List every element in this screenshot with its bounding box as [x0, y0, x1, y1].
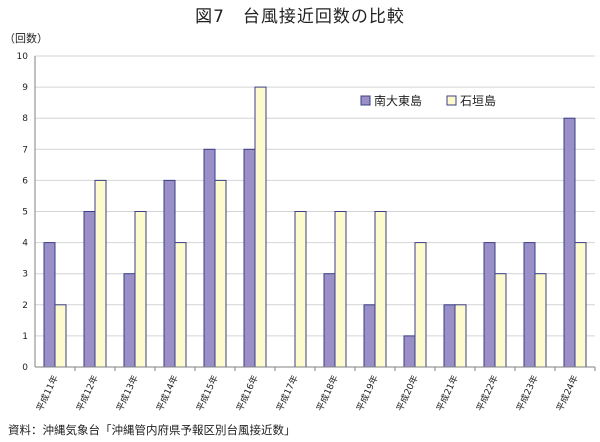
source-note: 資料：沖縄気象台「沖縄管内府県予報区別台風接近数」	[8, 423, 296, 437]
y-tick-label: 2	[22, 301, 28, 311]
bar-ishigaki	[334, 211, 347, 368]
legend: 南大東島 石垣島	[360, 93, 496, 108]
bar-minamidaito	[323, 273, 336, 368]
x-category-label: 平成12年	[74, 373, 101, 413]
bar-minamidaito	[243, 148, 256, 368]
x-category-label: 平成24年	[554, 373, 581, 413]
y-tick-label: 8	[22, 114, 28, 124]
bar-minamidaito	[163, 179, 176, 368]
bar-minamidaito	[403, 335, 416, 368]
x-category-label: 平成21年	[434, 373, 461, 413]
legend-label: 南大東島	[374, 93, 422, 108]
bar-minamidaito	[563, 117, 576, 368]
grid-lines	[35, 55, 595, 337]
bar-ishigaki	[174, 242, 187, 368]
x-category-label: 平成23年	[514, 373, 541, 413]
bar-ishigaki	[454, 304, 467, 368]
x-category-label: 平成19年	[354, 373, 381, 413]
y-tick-label: 6	[22, 176, 28, 186]
bar-minamidaito	[43, 242, 56, 368]
x-category-label: 平成20年	[394, 373, 421, 413]
y-axis-unit-label: （回数）	[4, 32, 48, 45]
y-tick-label: 7	[22, 145, 28, 155]
bar-ishigaki	[574, 242, 587, 368]
y-tick-label: 9	[22, 83, 28, 93]
bar-ishigaki	[534, 273, 547, 368]
bar-ishigaki	[374, 211, 387, 368]
x-category-label: 平成13年	[114, 373, 141, 413]
y-tick-label: 4	[22, 239, 28, 249]
bar-minamidaito	[443, 304, 456, 368]
x-category-label: 平成18年	[314, 373, 341, 413]
bar-minamidaito	[483, 242, 496, 368]
bar-ishigaki	[494, 273, 507, 368]
bar-ishigaki	[294, 211, 307, 368]
bars	[43, 86, 587, 368]
bar-ishigaki	[414, 242, 427, 368]
bar-ishigaki	[134, 211, 147, 368]
y-tick-label: 3	[22, 270, 28, 280]
bar-minamidaito	[123, 273, 136, 368]
x-category-label: 平成16年	[234, 373, 261, 413]
y-tick-label: 10	[17, 52, 29, 62]
y-tick-label: 5	[22, 208, 28, 218]
bar-minamidaito	[363, 304, 376, 368]
legend-label: 石垣島	[460, 93, 496, 108]
bar-ishigaki	[94, 179, 107, 368]
x-category-label: 平成14年	[154, 373, 181, 413]
bar-ishigaki	[254, 86, 267, 368]
bar-minamidaito	[83, 211, 96, 368]
legend-swatch	[446, 95, 457, 106]
bar-minamidaito	[203, 148, 216, 368]
chart-title: 図7 台風接近回数の比較	[195, 7, 405, 27]
bar-ishigaki	[54, 304, 67, 368]
y-tick-label: 1	[22, 332, 28, 342]
bar-ishigaki	[214, 179, 227, 368]
y-tick-label: 0	[22, 363, 28, 373]
x-category-label: 平成15年	[194, 373, 221, 413]
x-category-label: 平成11年	[34, 373, 61, 413]
x-category-label: 平成17年	[274, 373, 301, 413]
x-category-label: 平成22年	[474, 373, 501, 413]
legend-swatch	[360, 95, 371, 106]
bar-minamidaito	[523, 242, 536, 368]
